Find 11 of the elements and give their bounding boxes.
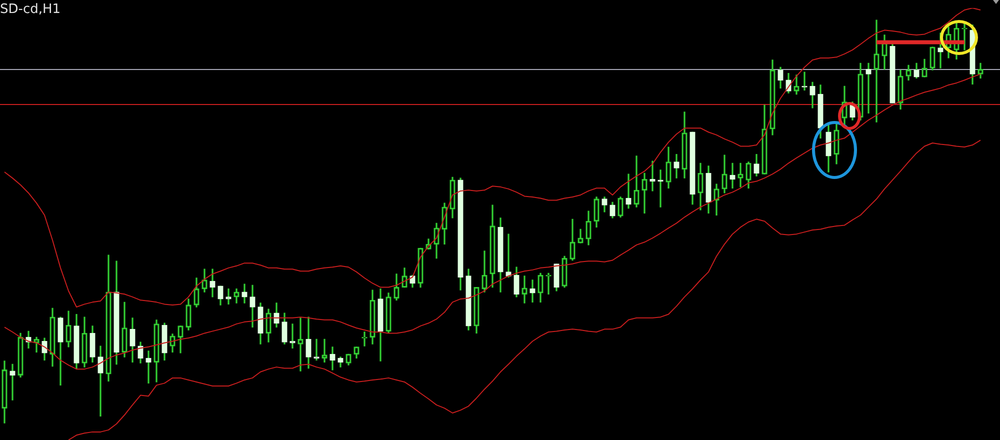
candlestick: [290, 324, 296, 348]
candlestick: [866, 62, 872, 114]
candlestick: [530, 280, 536, 303]
candlestick: [226, 288, 232, 305]
chart-title: SD-cd,H1: [0, 2, 61, 17]
candlestick: [146, 350, 152, 384]
candlestick: [730, 162, 736, 188]
candlestick: [626, 174, 632, 209]
candlestick: [506, 234, 512, 278]
candlestick: [10, 364, 16, 400]
candlestick: [98, 346, 104, 417]
